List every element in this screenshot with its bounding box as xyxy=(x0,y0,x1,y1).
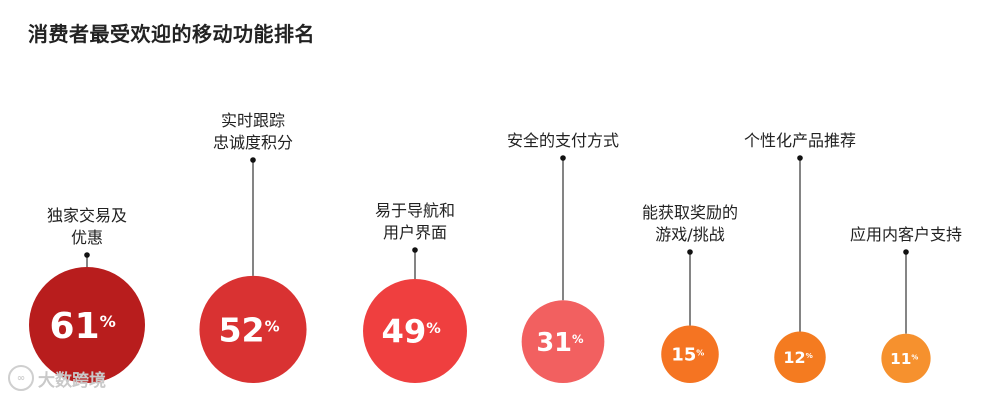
category-label: 能获取奖励的 xyxy=(642,203,738,222)
connector-dot xyxy=(903,249,909,255)
watermark-text: 大数跨境 xyxy=(38,370,106,391)
connector-dot xyxy=(84,252,90,258)
category-label: 优惠 xyxy=(71,228,103,247)
bubble xyxy=(363,279,467,383)
connector-dot xyxy=(797,155,803,161)
connector-dot xyxy=(412,247,418,253)
value-label: 11% xyxy=(890,350,918,368)
connector-dot xyxy=(250,157,256,163)
value-label: 12% xyxy=(783,348,812,367)
category-label: 个性化产品推荐 xyxy=(744,131,856,150)
category-label: 易于导航和 xyxy=(375,201,455,220)
bubble xyxy=(199,275,307,383)
connector-dot xyxy=(560,155,566,161)
category-label: 独家交易及 xyxy=(47,206,127,225)
category-label: 游戏/挑战 xyxy=(655,225,724,244)
value-label: 15% xyxy=(671,345,704,366)
bubble xyxy=(521,300,605,383)
category-label: 应用内客户支持 xyxy=(850,225,962,244)
category-label: 实时跟踪 xyxy=(221,111,285,130)
watermark-logo-icon: ∞ xyxy=(8,365,34,391)
category-label: 忠诚度积分 xyxy=(213,133,293,152)
bubble xyxy=(29,267,145,383)
bubble xyxy=(661,325,719,383)
chart-title: 消费者最受欢迎的移动功能排名 xyxy=(28,22,315,46)
watermark: ∞ 大数跨境 xyxy=(8,365,106,391)
category-label: 用户界面 xyxy=(383,223,447,242)
category-label: 安全的支付方式 xyxy=(507,131,619,150)
bubble xyxy=(881,333,931,383)
bubble xyxy=(774,331,826,383)
connector-dot xyxy=(687,249,693,255)
